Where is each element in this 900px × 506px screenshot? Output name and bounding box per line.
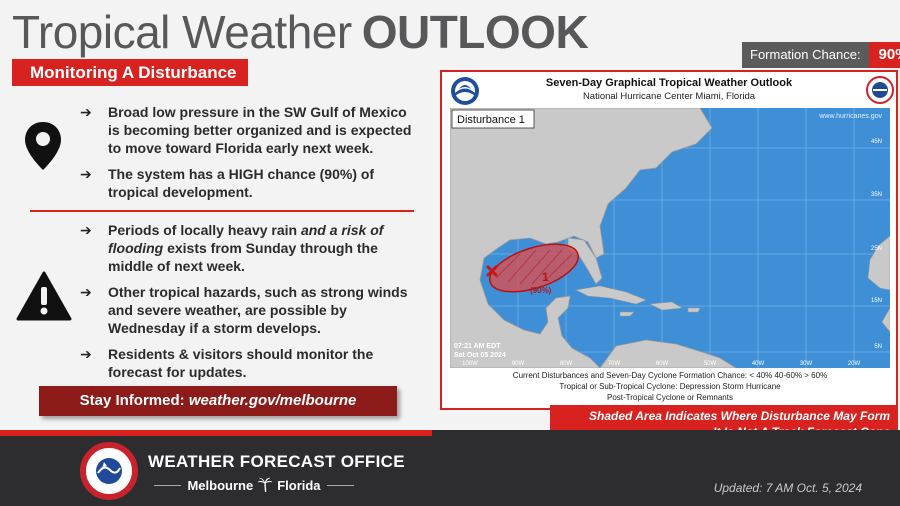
lon-label: 20W (848, 361, 861, 367)
noaa-logo-icon (451, 77, 479, 105)
lon-label: 80W (560, 361, 573, 367)
divider (326, 484, 355, 486)
arrow-icon: ➔ (80, 104, 92, 120)
map-title: Seven-Day Graphical Tropical Weather Out… (545, 77, 793, 89)
office-state: Florida (277, 477, 321, 493)
location-pin-icon (25, 122, 61, 170)
lat-label: 15N (871, 298, 882, 304)
bullet-text: Broad low pressure in the SW Gulf of Mex… (108, 104, 412, 156)
lon-label: 30W (800, 361, 813, 367)
list-item: ➔ Other tropical hazards, such as strong… (80, 283, 420, 337)
updated-timestamp: Updated: 7 AM Oct. 5, 2024 (713, 481, 862, 495)
office-location: Melbourne Florida (148, 477, 360, 493)
nws-seal-icon (80, 442, 138, 500)
lat-label: 45N (871, 139, 882, 145)
lon-label: 100W (462, 361, 478, 367)
bullet-list-top: ➔ Broad low pressure in the SW Gulf of M… (80, 103, 420, 209)
bullet-list-bottom: ➔ Periods of locally heavy rain and a ri… (80, 221, 420, 389)
arrow-icon: ➔ (80, 346, 92, 362)
arrow-icon: ➔ (80, 284, 92, 300)
arrow-icon: ➔ (80, 222, 92, 238)
list-item: ➔ Periods of locally heavy rain and a ri… (80, 221, 420, 275)
bullet-text: Periods of locally heavy rain and a risk… (108, 221, 420, 275)
list-item: ➔ The system has a HIGH chance (90%) of … (80, 165, 420, 201)
lat-label: 25N (871, 246, 882, 252)
map-legend: Current Disturbances and Seven-Day Cyclo… (450, 370, 890, 406)
lon-label: 60W (656, 361, 669, 367)
nws-logo-icon (866, 76, 894, 104)
legend-line: Post-Tropical Cyclone or Remnants (607, 393, 733, 402)
legend-line: Current Disturbances and Seven-Day Cyclo… (512, 371, 828, 380)
lat-label: 35N (871, 192, 882, 198)
bullet-text: Residents & visitors should monitor the … (108, 346, 374, 380)
lat-label: 5N (874, 344, 882, 350)
title-bold: OUTLOOK (361, 6, 589, 58)
page-title: Tropical Weather OUTLOOK (12, 6, 589, 58)
title-light: Tropical Weather (12, 6, 352, 58)
marker-number: 1 (542, 270, 549, 284)
formation-chance-value: 90% (868, 42, 900, 68)
lon-label: 40W (752, 361, 765, 367)
land-north-america (450, 108, 713, 368)
stay-informed-prefix: Stay Informed: (79, 392, 189, 409)
marker-percent: (90%) (530, 286, 552, 295)
bullet-text-emphasis: and a risk of flooding (108, 222, 384, 256)
land-africa (867, 235, 890, 291)
office-city: Melbourne (187, 477, 254, 493)
bullet-text: Other tropical hazards, such as strong w… (108, 284, 408, 336)
map-timestamp-time: 07:21 AM EDT (454, 343, 501, 350)
disturbance-label: Disturbance 1 (457, 114, 525, 126)
formation-chance-label: Formation Chance: (742, 42, 869, 68)
outlook-map: Disturbance 1 www.hurricanes.gov 1 (90%)… (450, 108, 890, 368)
outlook-map-panel: Seven-Day Graphical Tropical Weather Out… (440, 70, 898, 410)
office-name: WEATHER FORECAST OFFICE (148, 452, 405, 471)
monitoring-banner: Monitoring A Disturbance (12, 59, 248, 86)
bullet-text-part: exists from Sunday through the middle of… (108, 240, 378, 274)
warning-icon (16, 271, 72, 321)
list-item: ➔ Broad low pressure in the SW Gulf of M… (80, 103, 420, 157)
list-item: ➔ Residents & visitors should monitor th… (80, 345, 420, 381)
map-subtitle: National Hurricane Center Miami, Florida (582, 91, 756, 102)
disturbance-x-marker (486, 265, 498, 277)
formation-chance-badge: Formation Chance: 90% (742, 42, 900, 68)
website-link[interactable]: weather.gov/melbourne (188, 392, 357, 409)
land-south-america (599, 339, 737, 368)
map-header: Seven-Day Graphical Tropical Weather Out… (442, 72, 896, 108)
stay-informed-banner[interactable]: Stay Informed: weather.gov/melbourne (39, 386, 397, 416)
footer-accent-bar (0, 430, 432, 438)
lon-label: 90W (512, 361, 525, 367)
land-cuba (575, 285, 647, 305)
divider (154, 484, 182, 486)
bullet-text: The system has a HIGH chance (90%) of tr… (108, 166, 375, 200)
shaded-note-line1: Shaded Area Indicates Where Disturbance … (589, 409, 890, 423)
arrow-icon: ➔ (80, 166, 92, 182)
footer-accent-bar-dark (432, 430, 900, 438)
lon-label: 50W (704, 361, 717, 367)
palm-tree-icon (258, 477, 273, 493)
legend-line: Tropical or Sub-Tropical Cyclone: Depres… (559, 382, 781, 391)
disturbance-hatch (495, 249, 573, 285)
map-timestamp-date: Sat Oct 05 2024 (454, 352, 506, 359)
lon-label: 70W (608, 361, 621, 367)
bullet-text-part: Periods of locally heavy rain (108, 222, 301, 238)
map-url: www.hurricanes.gov (818, 113, 882, 120)
footer (0, 436, 900, 506)
divider (30, 210, 414, 212)
